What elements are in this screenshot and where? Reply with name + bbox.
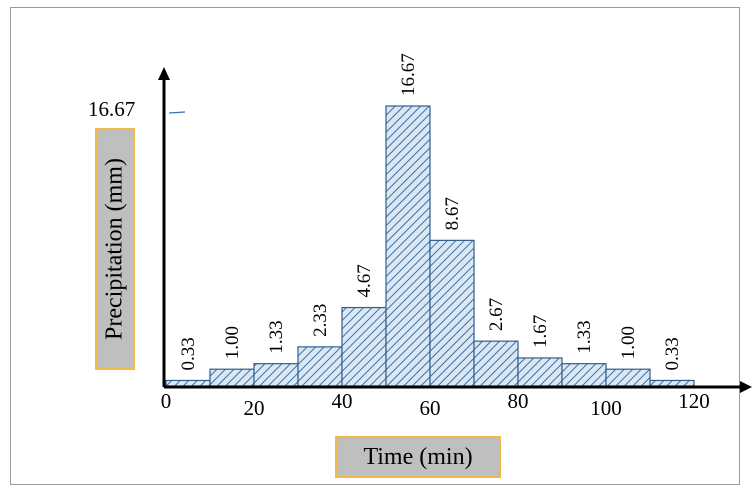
bar-value-label-4: 4.67	[354, 264, 375, 297]
x-tick-label-40: 40	[332, 389, 353, 413]
bar-value-label-10: 1.00	[618, 326, 639, 359]
x-tick-labels: 0 20 40 60 80 100 120	[161, 389, 710, 420]
x-tick-label-20: 20	[244, 396, 265, 420]
bar-0	[165, 379, 211, 387]
bar-4	[341, 306, 387, 387]
x-tick-label-100: 100	[590, 396, 622, 420]
bar-5	[385, 105, 431, 387]
x-tick-label-0: 0	[161, 389, 172, 413]
bar-7	[473, 340, 519, 387]
bar-value-label-11: 0.33	[662, 337, 683, 370]
bar-value-label-3: 2.33	[310, 304, 331, 337]
bar-value-label-0: 0.33	[178, 337, 199, 370]
bar-value-label-6: 8.67	[442, 197, 463, 230]
bar-1	[209, 368, 255, 387]
bar-value-label-5: 16.67	[398, 53, 419, 96]
x-axis-title-box: Time (min)	[335, 436, 501, 478]
y-axis-title-box: Precipitation (mm)	[95, 128, 135, 370]
bar-3	[297, 346, 343, 387]
x-tick-label-60: 60	[420, 396, 441, 420]
bar-9	[561, 363, 607, 387]
bar-value-label-8: 1.67	[530, 315, 551, 348]
y-axis-arrow	[158, 67, 170, 80]
y-axis-title: Precipitation (mm)	[101, 158, 128, 340]
bar-10	[605, 368, 651, 387]
bar-8	[517, 357, 563, 387]
bars-group	[165, 105, 695, 387]
bar-2	[253, 363, 299, 387]
x-tick-label-120: 120	[678, 389, 710, 413]
bar-value-label-2: 1.33	[266, 320, 287, 353]
bar-11	[649, 379, 695, 387]
x-axis-title: Time (min)	[363, 443, 473, 470]
y-tick-mark	[168, 111, 186, 114]
bar-6	[429, 239, 475, 387]
x-tick-label-80: 80	[508, 389, 529, 413]
bar-value-label-1: 1.00	[222, 326, 243, 359]
y-tick-label: 16.67	[88, 97, 135, 121]
bar-value-label-7: 2.67	[486, 298, 507, 331]
bar-labels-group: 0.33 1.00 1.33 2.33 4.67 16.67 8.67 2.67 1.67 1.3…	[178, 53, 683, 370]
bar-value-label-9: 1.33	[574, 320, 595, 353]
x-axis-arrow	[740, 381, 752, 393]
